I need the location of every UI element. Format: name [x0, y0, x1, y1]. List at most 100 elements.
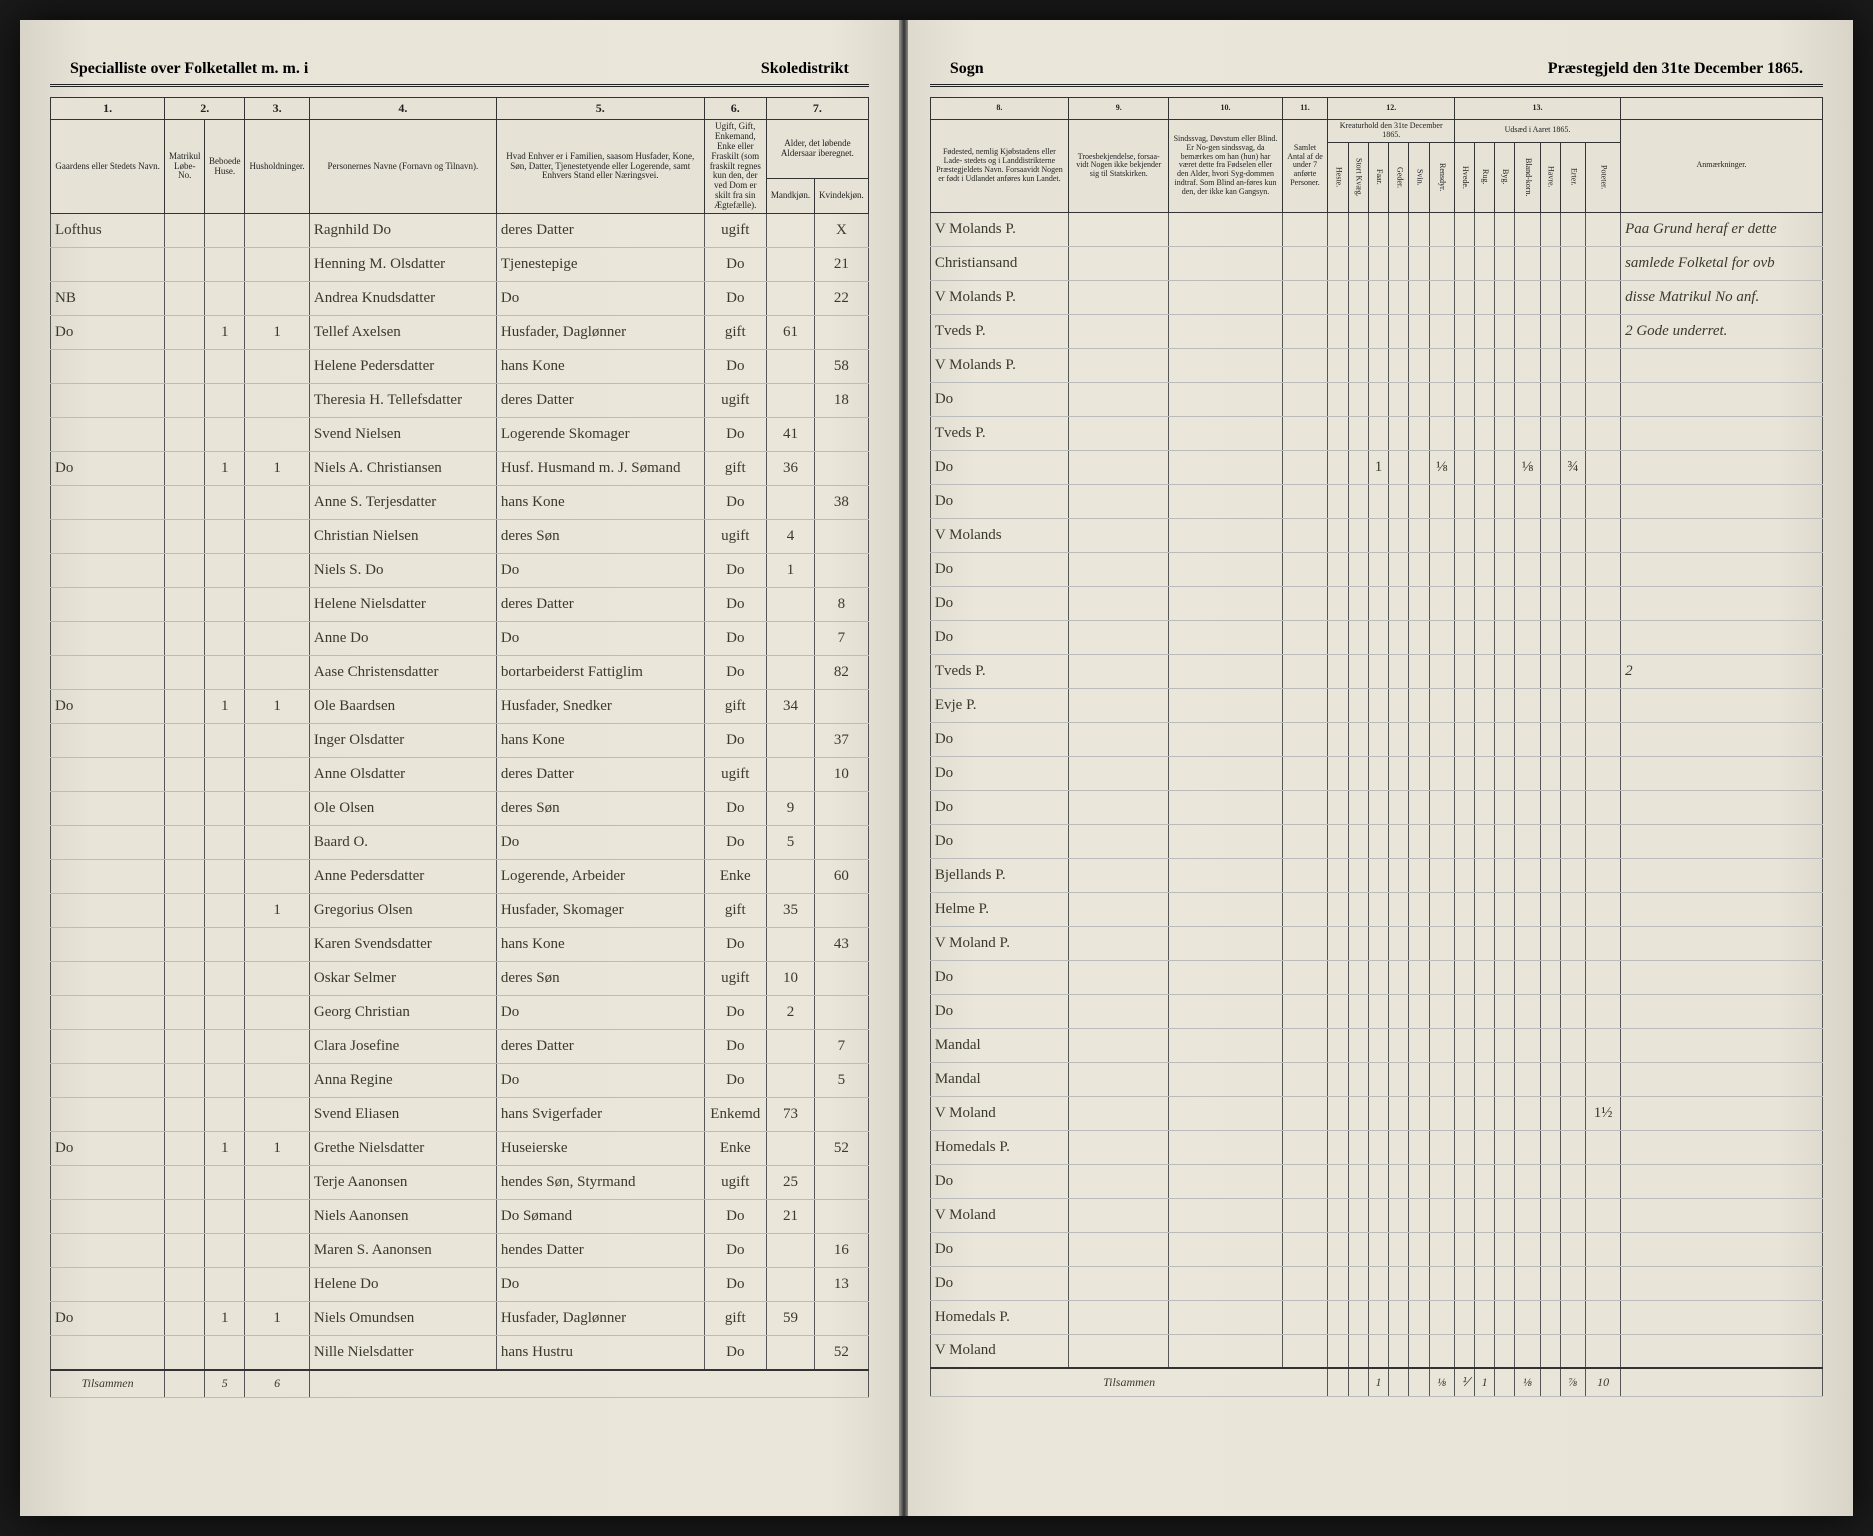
cell-male	[766, 622, 814, 656]
cell-hh	[205, 588, 245, 622]
cell-livestock-4	[1409, 518, 1429, 552]
cell-livestock-1	[1348, 892, 1368, 926]
cell-matr	[165, 418, 205, 452]
cell-seed-1	[1475, 824, 1495, 858]
cell-livestock-4	[1409, 348, 1429, 382]
cell-role: hans Svigerfader	[496, 1098, 704, 1132]
cell-disab	[1169, 450, 1282, 484]
cell-disab	[1169, 1334, 1282, 1368]
cell-seed-5	[1560, 756, 1585, 790]
cell-fam	[245, 996, 310, 1030]
cell-livestock-3	[1389, 1164, 1409, 1198]
cell-seed-2	[1495, 518, 1515, 552]
cell-remark	[1621, 484, 1823, 518]
cell-disab	[1169, 1300, 1282, 1334]
cell-remark	[1621, 1334, 1823, 1368]
cell-matr	[165, 1064, 205, 1098]
cell-birth: Do	[930, 382, 1068, 416]
cell-role: deres Søn	[496, 962, 704, 996]
cell-livestock-0	[1328, 1334, 1348, 1368]
hdr-seed: Udsæd i Aaret 1865.	[1454, 120, 1620, 143]
cell-livestock-3	[1389, 858, 1409, 892]
hdr-seed-5: Erter.	[1560, 142, 1585, 212]
cell-disab	[1169, 348, 1282, 382]
cell-seed-2	[1495, 416, 1515, 450]
cell-remark	[1621, 722, 1823, 756]
cell-birth: V Moland	[930, 1334, 1068, 1368]
cell-seed-4	[1540, 756, 1560, 790]
cell-remark	[1621, 1062, 1823, 1096]
cell-seed-5	[1560, 688, 1585, 722]
cell-livestock-4	[1409, 960, 1429, 994]
cell-livestock-5	[1429, 858, 1454, 892]
cell-livestock-2	[1368, 1198, 1389, 1232]
cell-livestock-2	[1368, 824, 1389, 858]
cell-male: 34	[766, 690, 814, 724]
cell-seed-2	[1495, 1232, 1515, 1266]
cell-livestock-3	[1389, 280, 1409, 314]
cell-seed-4	[1540, 960, 1560, 994]
cell-livestock-3	[1389, 518, 1409, 552]
cell-fam	[245, 962, 310, 996]
cell-seed-3	[1515, 484, 1540, 518]
cell-place	[51, 928, 165, 962]
table-row: Niels S. DoDoDo1	[51, 554, 869, 588]
cell-female	[815, 316, 869, 350]
cell-male	[766, 656, 814, 690]
cell-hh	[205, 1234, 245, 1268]
cell-livestock-0	[1328, 824, 1348, 858]
cell-female: X	[815, 214, 869, 248]
cell-disab	[1169, 1198, 1282, 1232]
cell-role: Do	[496, 1268, 704, 1302]
cell-seed-2	[1495, 790, 1515, 824]
cell-seed-0	[1454, 722, 1474, 756]
cell-livestock-0	[1328, 892, 1348, 926]
cell-livestock-3	[1389, 552, 1409, 586]
cell-seed-4	[1540, 1198, 1560, 1232]
cell-livestock-0	[1328, 756, 1348, 790]
cell-tot	[1282, 960, 1328, 994]
cell-livestock-5	[1429, 688, 1454, 722]
cell-livestock-1	[1348, 1062, 1368, 1096]
cell-livestock-4	[1409, 994, 1429, 1028]
table-row: Helene Nielsdatterderes DatterDo8	[51, 588, 869, 622]
cell-seed-2	[1495, 1164, 1515, 1198]
cell-faith	[1069, 824, 1169, 858]
cell-place	[51, 1030, 165, 1064]
cell-livestock-0	[1328, 348, 1348, 382]
cell-faith	[1069, 1028, 1169, 1062]
footer-seed-0: ⅟	[1454, 1368, 1474, 1396]
cell-male: 25	[766, 1166, 814, 1200]
table-row: Do11Niels A. ChristiansenHusf. Husmand m…	[51, 452, 869, 486]
cell-livestock-4	[1409, 858, 1429, 892]
cell-disab	[1169, 1062, 1282, 1096]
cell-livestock-2	[1368, 688, 1389, 722]
cell-seed-1	[1475, 1028, 1495, 1062]
cell-faith	[1069, 246, 1169, 280]
cell-female: 18	[815, 384, 869, 418]
table-row: Ole Olsenderes SønDo9	[51, 792, 869, 826]
cell-seed-1	[1475, 348, 1495, 382]
cell-seed-0	[1454, 586, 1474, 620]
cell-livestock-2	[1368, 518, 1389, 552]
cell-female	[815, 826, 869, 860]
cell-livestock-1	[1348, 994, 1368, 1028]
cell-tot	[1282, 620, 1328, 654]
cell-civil: ugift	[704, 1166, 766, 1200]
cell-civil: Enkemd	[704, 1098, 766, 1132]
cell-seed-0	[1454, 1300, 1474, 1334]
cell-seed-5	[1560, 824, 1585, 858]
cell-male	[766, 248, 814, 282]
cell-livestock-2	[1368, 892, 1389, 926]
cell-seed-0	[1454, 552, 1474, 586]
cell-seed-4	[1540, 484, 1560, 518]
cell-male: 59	[766, 1302, 814, 1336]
cell-livestock-1	[1348, 1028, 1368, 1062]
cell-matr	[165, 588, 205, 622]
cell-fam	[245, 282, 310, 316]
cell-male	[766, 214, 814, 248]
table-row: V Moland1½	[930, 1096, 1822, 1130]
table-row: Tveds P.	[930, 416, 1822, 450]
cell-matr	[165, 826, 205, 860]
cell-place	[51, 656, 165, 690]
